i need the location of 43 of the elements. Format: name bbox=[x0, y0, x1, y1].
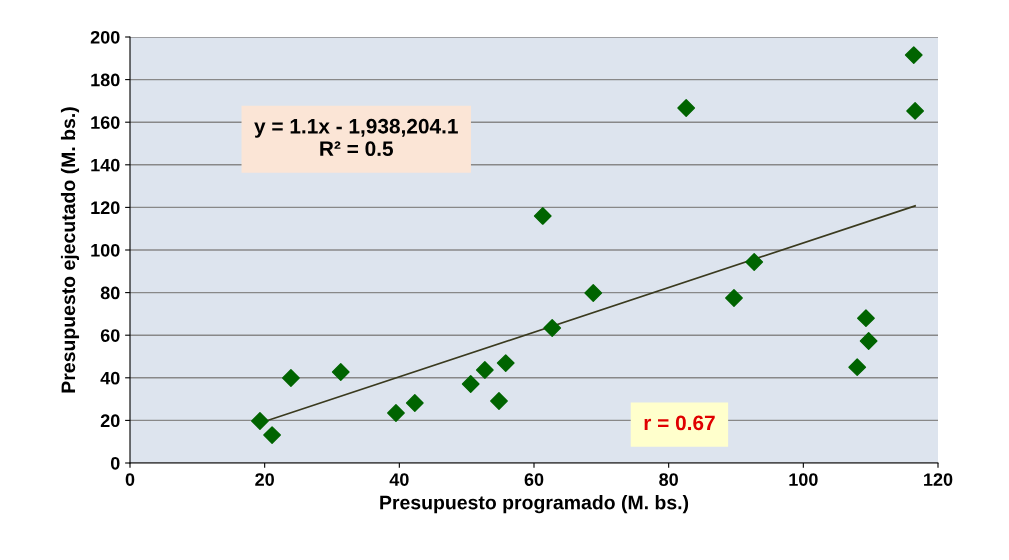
point bbox=[405, 394, 424, 412]
point bbox=[725, 289, 743, 307]
point bbox=[533, 207, 552, 225]
x-tick-label: 40 bbox=[389, 473, 409, 486]
annotation: r = 0.67 bbox=[644, 415, 715, 431]
x-tick-label: 120 bbox=[924, 473, 953, 486]
y-tick-label: 80 bbox=[100, 286, 120, 300]
point bbox=[475, 361, 494, 379]
point bbox=[543, 319, 562, 337]
y-tick-label: 40 bbox=[100, 371, 120, 385]
point bbox=[263, 426, 281, 445]
point bbox=[461, 375, 480, 393]
point bbox=[490, 392, 508, 410]
annotation: y = 1.1x - 1,938,204.1 R² = 0.5 bbox=[254, 118, 458, 157]
x-tick-label: 80 bbox=[659, 473, 678, 486]
x-tick-label: 60 bbox=[524, 473, 544, 486]
point bbox=[857, 309, 875, 328]
y-tick-label: 20 bbox=[100, 414, 120, 428]
x-tick-label: 0 bbox=[125, 473, 135, 486]
point bbox=[584, 284, 603, 302]
y-tick-label: 140 bbox=[91, 158, 120, 172]
point bbox=[745, 253, 764, 271]
y-tick-label: 0 bbox=[110, 456, 120, 470]
y-tick-label: 120 bbox=[91, 201, 120, 215]
x-axis-title: Presupuesto programado (M. bs.) bbox=[380, 495, 689, 514]
point bbox=[387, 404, 405, 422]
y-axis-title: Presupuesto ejecutado (M. bs.) bbox=[60, 107, 80, 393]
point bbox=[251, 412, 269, 430]
point bbox=[906, 101, 925, 120]
point bbox=[331, 363, 350, 381]
point bbox=[848, 358, 867, 377]
point bbox=[496, 354, 515, 373]
x-tick-label: 20 bbox=[255, 473, 274, 486]
x-tick-label: 100 bbox=[789, 473, 818, 486]
point bbox=[859, 332, 878, 350]
y-tick-label: 180 bbox=[91, 73, 120, 87]
point bbox=[904, 46, 923, 65]
y-tick-label: 60 bbox=[100, 329, 120, 342]
point bbox=[282, 369, 300, 387]
point bbox=[677, 99, 696, 117]
y-tick-label: 100 bbox=[91, 243, 120, 257]
y-tick-label: 200 bbox=[90, 30, 120, 44]
y-tick-label: 160 bbox=[91, 116, 120, 129]
